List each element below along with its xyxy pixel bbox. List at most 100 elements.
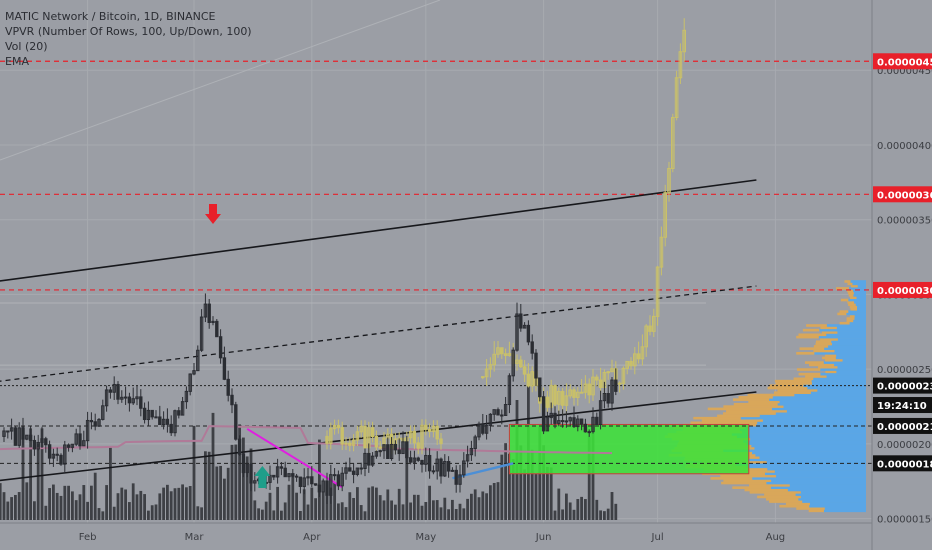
price-label-box[interactable] — [873, 281, 932, 298]
vp-down-bar — [847, 301, 855, 304]
vp-up-bar — [826, 333, 866, 337]
candle — [446, 461, 451, 472]
legend-vpvr[interactable]: VPVR (Number Of Rows, 100, Up/Down, 100) — [5, 25, 252, 38]
buy-arrow-up[interactable] — [254, 466, 271, 488]
price-label-box[interactable] — [873, 186, 932, 203]
price-label-text: 0.00000303 — [877, 286, 932, 297]
time-axis: Feb Mar Apr May Jun Jul Aug — [0, 522, 872, 543]
volume-bar — [610, 492, 614, 520]
vp-up-bar — [857, 284, 866, 288]
volume-bar — [318, 439, 321, 520]
volume-bar — [424, 501, 428, 520]
blue-segment[interactable] — [452, 462, 514, 480]
candle — [522, 324, 527, 329]
vp-down-bar — [733, 402, 778, 406]
candle — [275, 466, 280, 478]
vp-down-bar — [815, 340, 832, 344]
legend-symbol[interactable]: MATIC Network / Bitcoin, 1D, BINANCE — [5, 10, 216, 23]
volume-bar — [112, 506, 116, 520]
volume-bar — [546, 466, 549, 520]
vp-up-bar — [857, 307, 866, 311]
projected-candle — [655, 266, 660, 317]
projected-candle — [526, 373, 531, 387]
vp-up-bar — [767, 467, 866, 471]
candle — [545, 417, 550, 432]
price-label-box[interactable] — [873, 455, 932, 472]
candle — [188, 373, 192, 392]
projected-candle — [633, 353, 637, 367]
volume-bar — [511, 459, 515, 520]
candle — [348, 467, 352, 472]
volume-bar — [367, 487, 371, 520]
candle — [272, 474, 276, 478]
candle — [530, 341, 534, 354]
vp-up-bar — [800, 491, 866, 494]
vp-up-bar — [842, 358, 866, 362]
projected-candle — [583, 383, 588, 393]
projected-candle — [344, 442, 348, 445]
candle — [610, 379, 614, 404]
candle — [473, 436, 477, 449]
volume-bar — [310, 487, 314, 520]
vp-up-bar — [736, 435, 866, 439]
candle — [85, 419, 90, 442]
projected-candle — [674, 77, 679, 119]
volume-bar — [154, 504, 158, 520]
candle — [477, 423, 481, 438]
volume-bar — [287, 484, 291, 520]
candle — [424, 454, 428, 465]
vp-up-bar — [826, 375, 866, 378]
upper-channel-line[interactable] — [0, 179, 757, 285]
falling-wedge-line[interactable] — [246, 428, 343, 489]
vp-up-bar — [747, 458, 866, 462]
volume-bar — [257, 508, 260, 520]
candle — [25, 434, 29, 440]
price-label-box[interactable] — [873, 53, 932, 70]
candle — [450, 469, 455, 472]
price-label-box[interactable] — [873, 397, 932, 414]
projected-candle — [412, 430, 417, 444]
candle — [526, 324, 531, 343]
volume-bar — [439, 507, 443, 520]
vp-down-bar — [824, 354, 837, 357]
price-label-box[interactable] — [873, 417, 932, 434]
price-label-box[interactable] — [873, 377, 932, 394]
vp-down-bar — [850, 296, 857, 300]
volume-bar — [443, 497, 447, 520]
volume-bar — [25, 482, 29, 520]
sell-arrow-down[interactable] — [205, 204, 221, 224]
legend-ema[interactable]: EMA — [5, 55, 29, 68]
volume-bar — [150, 505, 154, 520]
candle — [564, 420, 569, 423]
vp-up-bar — [818, 335, 866, 339]
candle — [150, 409, 154, 418]
candle — [253, 480, 257, 484]
volume-bar — [420, 505, 424, 520]
volume-bar — [0, 483, 2, 520]
projected-candle — [496, 347, 500, 355]
candle — [63, 444, 67, 465]
candle — [374, 451, 379, 457]
vp-down-bar — [847, 291, 854, 295]
price-label-text: 0.00000456 — [877, 57, 932, 68]
legend-volume[interactable]: Vol (20) — [5, 40, 48, 53]
projected-candle — [503, 353, 508, 356]
candle — [572, 417, 576, 428]
candle — [135, 396, 139, 400]
candle — [401, 441, 405, 455]
candle — [439, 458, 443, 477]
candle — [218, 336, 223, 359]
candle — [13, 427, 18, 446]
candle — [329, 474, 333, 496]
lower-channel-line[interactable] — [0, 391, 757, 484]
vp-down-bar — [732, 486, 771, 489]
volume-bar — [542, 445, 545, 520]
candle — [116, 383, 120, 400]
price-label-text: 19:24:10 — [877, 401, 927, 412]
vp-down-bar — [796, 368, 821, 371]
volume-bar — [523, 469, 526, 520]
accumulation-zone[interactable] — [508, 423, 750, 475]
volume-bar — [124, 489, 127, 520]
mid-channel-line[interactable] — [0, 285, 757, 385]
